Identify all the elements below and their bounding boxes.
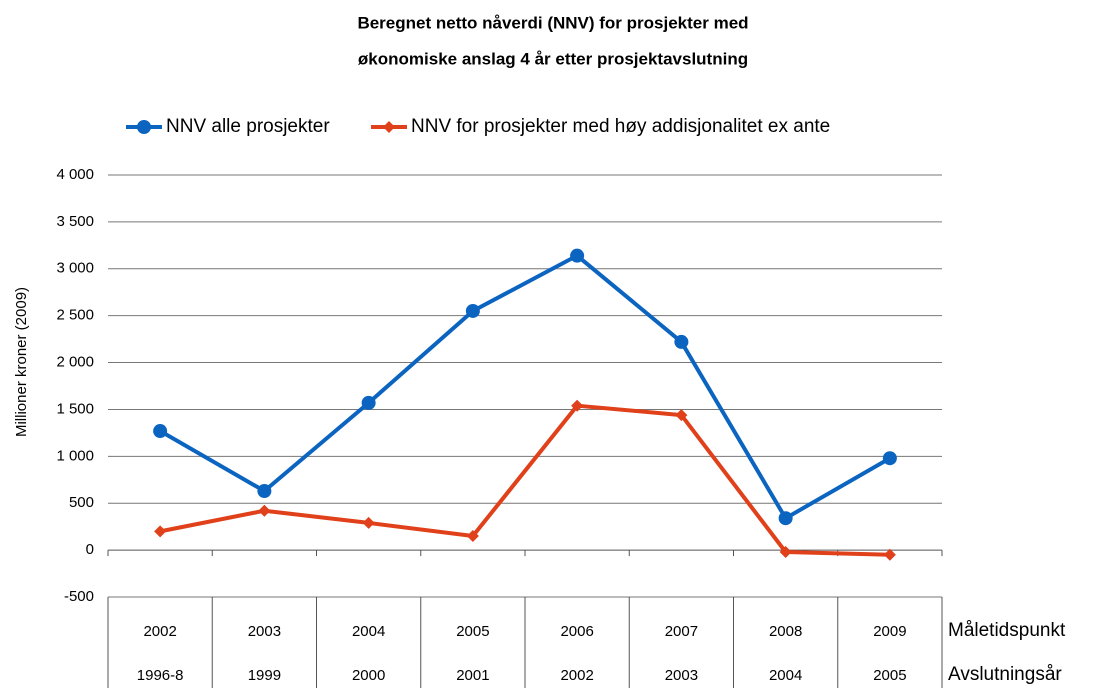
y-tick-label: 2 500 bbox=[56, 307, 94, 324]
y-tick-label: 4 000 bbox=[56, 166, 94, 183]
x-tick-label: 2009 bbox=[873, 623, 906, 640]
data-point bbox=[465, 303, 480, 318]
y-axis-label: Millioner kroner (2009) bbox=[13, 287, 30, 437]
data-point bbox=[570, 248, 585, 263]
y-tick-label: 3 500 bbox=[56, 213, 94, 230]
data-point bbox=[154, 525, 167, 538]
y-tick-label: 2 000 bbox=[56, 354, 94, 371]
x-tick-label: 2005 bbox=[873, 667, 906, 684]
data-point bbox=[571, 399, 584, 412]
x-tick-label: 2000 bbox=[352, 667, 385, 684]
data-point bbox=[778, 511, 793, 526]
legend-marker bbox=[137, 120, 151, 134]
x-tick-label: 2004 bbox=[769, 667, 802, 684]
data-point bbox=[466, 530, 479, 543]
x-tick-label: 1996-8 bbox=[137, 667, 184, 684]
x-tick-label: 2002 bbox=[560, 667, 593, 684]
data-point bbox=[257, 484, 272, 499]
row-label: Måletidspunkt bbox=[948, 620, 1066, 641]
legend-label: NNV for prosjekter med høy addisjonalite… bbox=[411, 116, 830, 137]
x-tick-label: 2008 bbox=[769, 623, 802, 640]
row-label: Avslutningsår bbox=[948, 664, 1062, 685]
data-point bbox=[153, 424, 168, 439]
data-point bbox=[362, 516, 375, 529]
y-tick-label: 500 bbox=[69, 494, 94, 511]
data-point bbox=[258, 504, 271, 517]
x-tick-label: 2003 bbox=[665, 667, 698, 684]
x-tick-label: 2005 bbox=[456, 623, 489, 640]
data-point bbox=[779, 545, 792, 558]
x-tick-label: 2004 bbox=[352, 623, 385, 640]
data-point bbox=[675, 409, 688, 422]
chart-title: økonomiske anslag 4 år etter prosjektavs… bbox=[358, 49, 748, 68]
data-point bbox=[882, 451, 897, 466]
legend-marker bbox=[383, 121, 395, 133]
x-tick-label: 2007 bbox=[665, 623, 698, 640]
data-point bbox=[674, 334, 689, 349]
y-tick-label: 3 000 bbox=[56, 260, 94, 277]
y-tick-label: 1 500 bbox=[56, 400, 94, 417]
legend-label: NNV alle prosjekter bbox=[166, 116, 330, 137]
x-tick-label: 1999 bbox=[248, 667, 281, 684]
y-tick-label: -500 bbox=[64, 588, 94, 605]
data-point bbox=[883, 548, 896, 561]
x-tick-label: 2002 bbox=[143, 623, 176, 640]
y-tick-label: 1 000 bbox=[56, 447, 94, 464]
y-tick-label: 0 bbox=[86, 541, 94, 558]
chart-title: Beregnet netto nåverdi (NNV) for prosjek… bbox=[357, 13, 748, 32]
x-tick-label: 2001 bbox=[456, 667, 489, 684]
series-line bbox=[159, 403, 890, 557]
data-point bbox=[361, 395, 376, 410]
x-tick-label: 2006 bbox=[560, 623, 593, 640]
series-line bbox=[159, 253, 891, 521]
x-tick-label: 2003 bbox=[248, 623, 281, 640]
